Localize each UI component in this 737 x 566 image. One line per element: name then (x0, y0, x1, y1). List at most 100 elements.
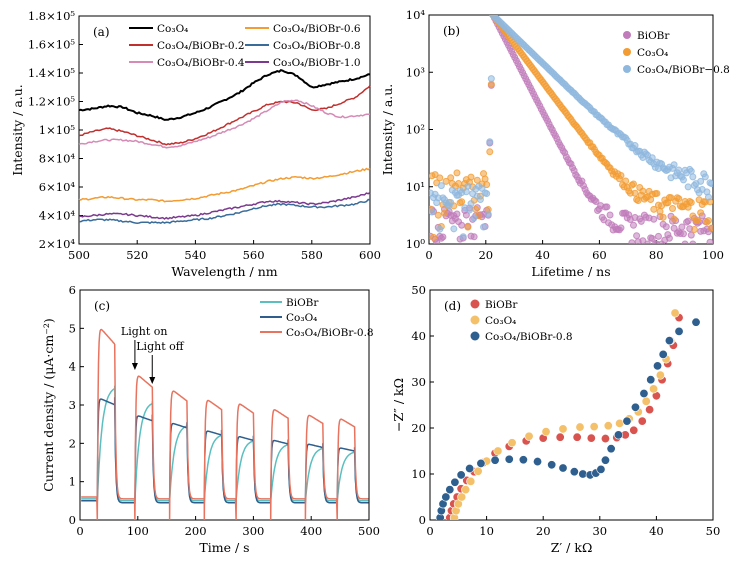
legend-label-0: BiOBr (485, 299, 518, 311)
nyquist-point (507, 438, 517, 448)
decay-point (665, 234, 673, 242)
panel-d-x-tick-label: 0 (426, 524, 433, 538)
decay-point (486, 148, 494, 156)
decay-point (669, 205, 677, 213)
series-line-0 (81, 385, 369, 502)
decay-point (639, 187, 647, 195)
nyquist-point (670, 308, 680, 318)
arrow-light-on-head (131, 363, 138, 370)
decay-point (487, 80, 495, 88)
decay-point (436, 225, 444, 233)
decay-point (706, 238, 713, 244)
panel-b-x-tick-label: 100 (702, 248, 724, 262)
panel-b-y-tick-label: 10³ (406, 65, 426, 79)
panel-b-x-tick-label: 20 (478, 248, 493, 262)
legend-marker-1 (623, 48, 631, 56)
decay-point (617, 224, 625, 232)
legend-label-4: Co₃O₄/BiOBr-0.8 (273, 40, 361, 52)
panel-b-label: (b) (443, 24, 460, 38)
annotation-light-on: Light on (121, 325, 168, 338)
panel-b-markers (429, 15, 713, 244)
nyquist-point (606, 444, 616, 454)
nyquist-point (558, 424, 568, 434)
panel-c-y-tick-label: 5 (69, 321, 76, 335)
panel-d-y-tick-label: 50 (411, 283, 426, 297)
decay-point (447, 198, 455, 206)
decay-point (690, 226, 698, 234)
nyquist-point (541, 427, 551, 437)
panel-a-x-tick-label: 600 (359, 248, 381, 262)
panel-c-y-tick-label: 2 (69, 436, 76, 450)
series-line-1 (78, 85, 371, 146)
decay-point (670, 215, 678, 223)
decay-point (687, 198, 695, 206)
panel-d-markers (435, 308, 701, 520)
nyquist-point (445, 485, 455, 495)
nyquist-point (649, 384, 659, 394)
panel-a-x-axis-title: Wavelength / nm (171, 264, 277, 279)
decay-point (681, 240, 689, 244)
panel-d-y-tick-label: 40 (411, 329, 426, 343)
nyquist-point (569, 467, 579, 477)
decay-point (603, 203, 611, 211)
nyquist-point (637, 416, 647, 426)
panel-a-y-tick-label: 4×10⁴ (39, 209, 76, 223)
decay-point (470, 214, 478, 222)
legend-marker-0 (470, 299, 480, 309)
nyquist-point (629, 425, 639, 435)
panel-a-y-tick-label: 6×10⁴ (39, 180, 76, 194)
decay-point (467, 200, 475, 208)
nyquist-point (645, 405, 655, 415)
decay-point (694, 216, 702, 224)
decay-point (689, 173, 697, 181)
nyquist-point (450, 477, 460, 487)
series-line-4 (78, 198, 371, 225)
legend-label-2: Co₃O₄/BiOBr-0.4 (157, 57, 245, 69)
series-2-points (435, 317, 701, 520)
decay-point (467, 173, 475, 181)
decay-point (487, 75, 495, 83)
decay-point (628, 239, 636, 244)
decay-point (631, 142, 639, 150)
decay-point (650, 215, 658, 223)
nyquist-point (600, 455, 610, 465)
panel-c-x-tick-label: 400 (300, 524, 322, 538)
nyquist-point (572, 432, 582, 442)
panel-d-nyquist: 0 10 20 30 40 50 0 10 20 30 40 50 Z′ / kΩ −Z″ / kΩ (d)… (391, 283, 720, 555)
decay-point (675, 166, 683, 174)
panel-d-x-tick-label: 30 (592, 524, 607, 538)
decay-point (689, 240, 697, 244)
decay-point (708, 180, 713, 188)
nyquist-point (461, 485, 471, 495)
decay-point (704, 193, 712, 201)
panel-c-y-tick-label: 4 (69, 360, 76, 374)
decay-point (472, 205, 480, 213)
legend-label-1: Co₃O₄ (286, 312, 317, 324)
panel-a-x-tick-label: 520 (126, 248, 148, 262)
panel-b-x-tick-label: 0 (425, 248, 432, 262)
panel-d-x-axis-title: Z′ / kΩ (551, 540, 593, 555)
decay-point (464, 223, 472, 231)
panel-a-y-tick-label: 2×10⁴ (39, 237, 76, 251)
annotation-light-off: Light off (136, 340, 184, 353)
decay-point (679, 176, 687, 184)
nyquist-point (473, 466, 483, 476)
panel-c-x-tick-label: 0 (76, 524, 83, 538)
decay-point (684, 183, 692, 191)
decay-point (629, 221, 637, 229)
panel-d-x-tick-label: 10 (479, 524, 494, 538)
nyquist-point (658, 349, 668, 359)
nyquist-point (476, 458, 486, 468)
decay-point (458, 198, 466, 206)
panel-b-y-tick-label: 10⁰ (406, 237, 426, 251)
panel-a-x-tick-label: 560 (243, 248, 265, 262)
legend-label-2: Co₃O₄/BiOBr−0.8 (637, 64, 730, 76)
decay-point (704, 217, 712, 225)
nyquist-point (456, 470, 466, 480)
decay-point (476, 196, 484, 204)
panel-a-y-tick-label: 1.8×10⁵ (28, 9, 76, 23)
legend-marker-2 (470, 331, 480, 341)
nyquist-point (457, 492, 467, 502)
nyquist-point (653, 361, 663, 371)
